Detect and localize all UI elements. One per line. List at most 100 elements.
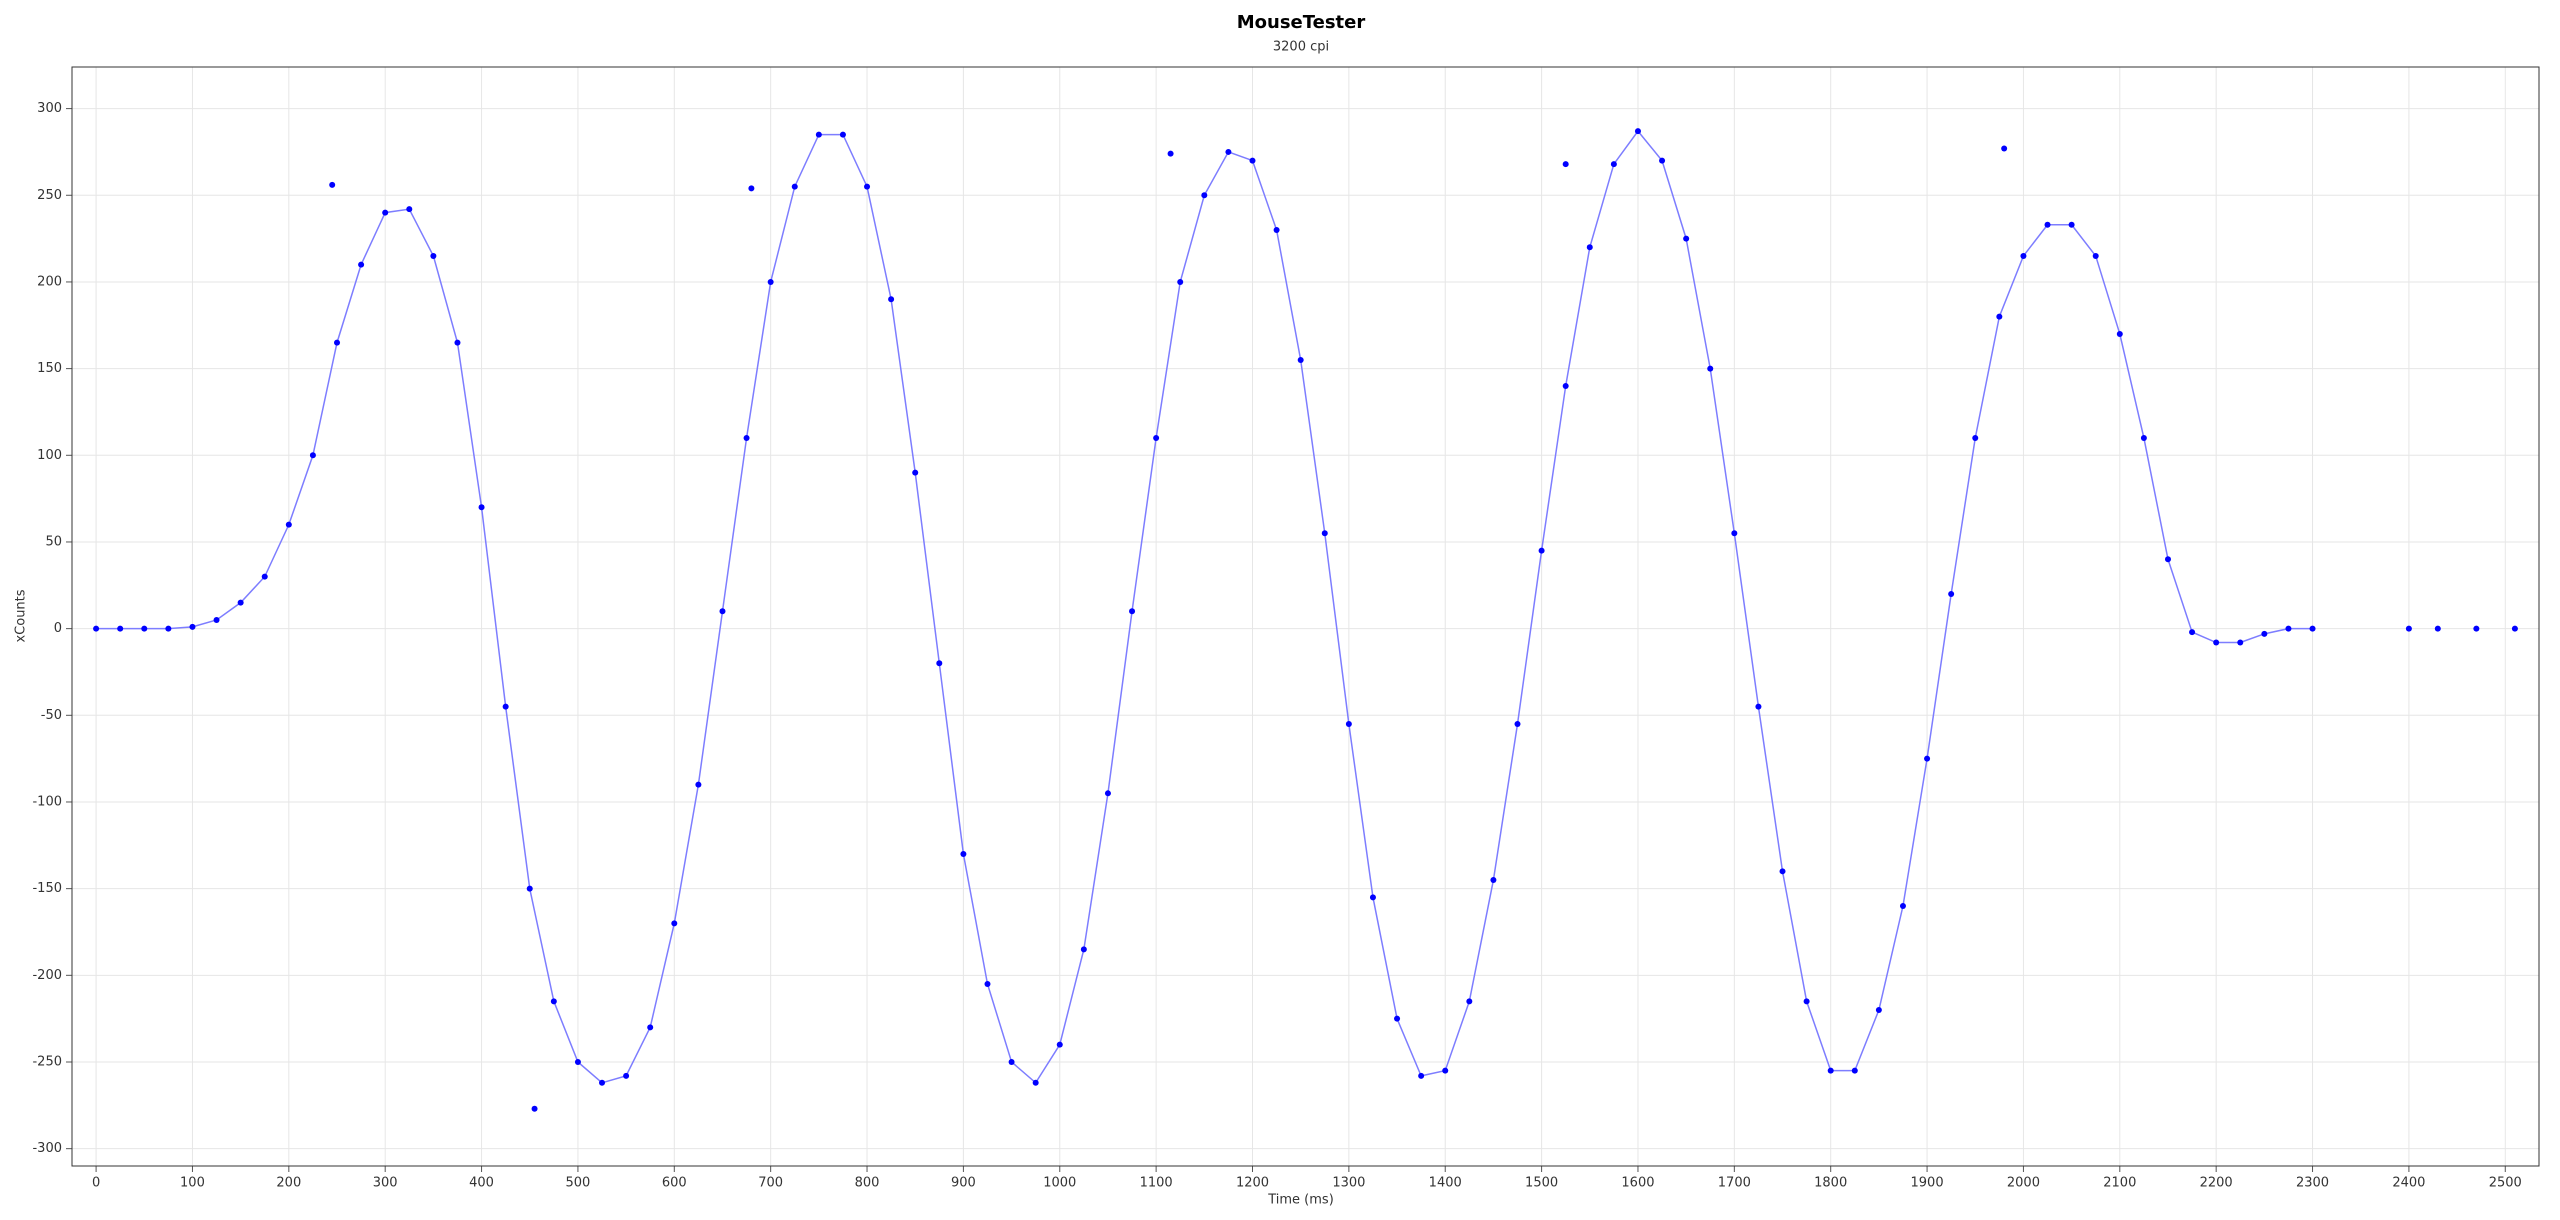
x-tick-label: 500 — [566, 1176, 591, 1191]
data-point — [1490, 876, 1497, 883]
data-point — [1659, 157, 1666, 164]
data-point — [574, 1058, 581, 1065]
y-tick-label: -150 — [32, 881, 62, 896]
data-point — [1586, 244, 1593, 251]
data-point — [1249, 157, 1256, 164]
data-point — [748, 185, 755, 192]
data-point — [888, 296, 895, 303]
y-tick-label: -100 — [32, 794, 62, 809]
y-tick-label: -200 — [32, 968, 62, 983]
data-point — [213, 616, 220, 623]
data-point — [815, 131, 822, 138]
data-point — [1755, 703, 1762, 710]
data-point — [1827, 1067, 1834, 1074]
data-point — [2164, 556, 2171, 563]
data-point — [2020, 252, 2027, 259]
chart-title: MouseTester — [1237, 12, 1366, 33]
data-point — [599, 1079, 606, 1086]
data-point — [1032, 1079, 1039, 1086]
y-tick-label: 50 — [45, 534, 62, 549]
data-point — [261, 573, 268, 580]
x-tick-label: 1400 — [1429, 1176, 1462, 1191]
data-point — [1538, 547, 1545, 554]
plot-frame — [71, 66, 2540, 1167]
data-point — [502, 703, 509, 710]
data-point — [2261, 630, 2268, 637]
data-point — [1610, 161, 1617, 168]
data-point — [2044, 221, 2051, 228]
x-tick-label: 1100 — [1140, 1176, 1173, 1191]
y-tick-label: 250 — [37, 188, 62, 203]
data-point — [984, 980, 991, 987]
x-tick-label: 100 — [180, 1176, 205, 1191]
x-tick-label: 2100 — [2103, 1176, 2136, 1191]
x-tick-label: 200 — [276, 1176, 301, 1191]
data-point — [2092, 252, 2099, 259]
data-point — [2189, 629, 2196, 636]
data-point — [93, 625, 100, 632]
x-tick-label: 1200 — [1236, 1176, 1269, 1191]
data-point — [1972, 434, 1979, 441]
data-point — [2405, 625, 2412, 632]
x-tick-label: 400 — [469, 1176, 494, 1191]
data-point — [2140, 434, 2147, 441]
x-tick-label: 1500 — [1525, 1176, 1558, 1191]
data-point — [478, 504, 485, 511]
data-point — [406, 206, 413, 213]
data-point — [2237, 639, 2244, 646]
data-point — [237, 599, 244, 606]
x-tick-label: 1700 — [1718, 1176, 1751, 1191]
data-point — [1948, 590, 1955, 597]
x-axis-label: Time (ms) — [1267, 1193, 1334, 1208]
data-point — [912, 469, 919, 476]
data-point — [1634, 128, 1641, 135]
data-point — [2434, 625, 2441, 632]
data-point — [1851, 1067, 1858, 1074]
data-point — [309, 452, 316, 459]
data-point — [531, 1105, 538, 1112]
data-point — [2285, 625, 2292, 632]
data-point — [2309, 625, 2316, 632]
data-point — [1514, 720, 1521, 727]
y-tick-label: 200 — [37, 274, 62, 289]
x-tick-label: 2200 — [2200, 1176, 2233, 1191]
data-point — [165, 625, 172, 632]
data-point — [1562, 161, 1569, 168]
data-point — [1008, 1058, 1015, 1065]
data-point — [1683, 235, 1690, 242]
data-point — [671, 920, 678, 927]
chart-subtitle: 3200 cpi — [1273, 40, 1329, 55]
data-point — [1731, 530, 1738, 537]
data-point — [1875, 1006, 1882, 1013]
data-point — [189, 623, 196, 630]
series-line — [96, 129, 2313, 1084]
data-point — [936, 660, 943, 667]
data-point — [1273, 226, 1280, 233]
y-axis-label: xCounts — [14, 589, 29, 642]
x-tick-label: 2000 — [2007, 1176, 2040, 1191]
data-point — [550, 998, 557, 1005]
data-point — [1466, 998, 1473, 1005]
data-point — [1369, 894, 1376, 901]
x-tick-label: 1600 — [1621, 1176, 1654, 1191]
y-tick-label: 150 — [37, 361, 62, 376]
data-point — [623, 1072, 630, 1079]
data-point — [526, 885, 533, 892]
data-point — [2511, 625, 2518, 632]
data-point — [2213, 639, 2220, 646]
data-point — [1104, 790, 1111, 797]
data-point — [1996, 313, 2003, 320]
x-tick-label: 900 — [951, 1176, 976, 1191]
x-tick-label: 2400 — [2392, 1176, 2425, 1191]
data-point — [864, 183, 871, 190]
data-point — [743, 434, 750, 441]
y-tick-label: 100 — [37, 448, 62, 463]
data-point — [2068, 221, 2075, 228]
y-tick-label: -300 — [32, 1141, 62, 1156]
data-point — [1177, 278, 1184, 285]
x-tick-label: 2300 — [2296, 1176, 2329, 1191]
x-tick-label: 1300 — [1332, 1176, 1365, 1191]
x-tick-label: 0 — [92, 1176, 100, 1191]
